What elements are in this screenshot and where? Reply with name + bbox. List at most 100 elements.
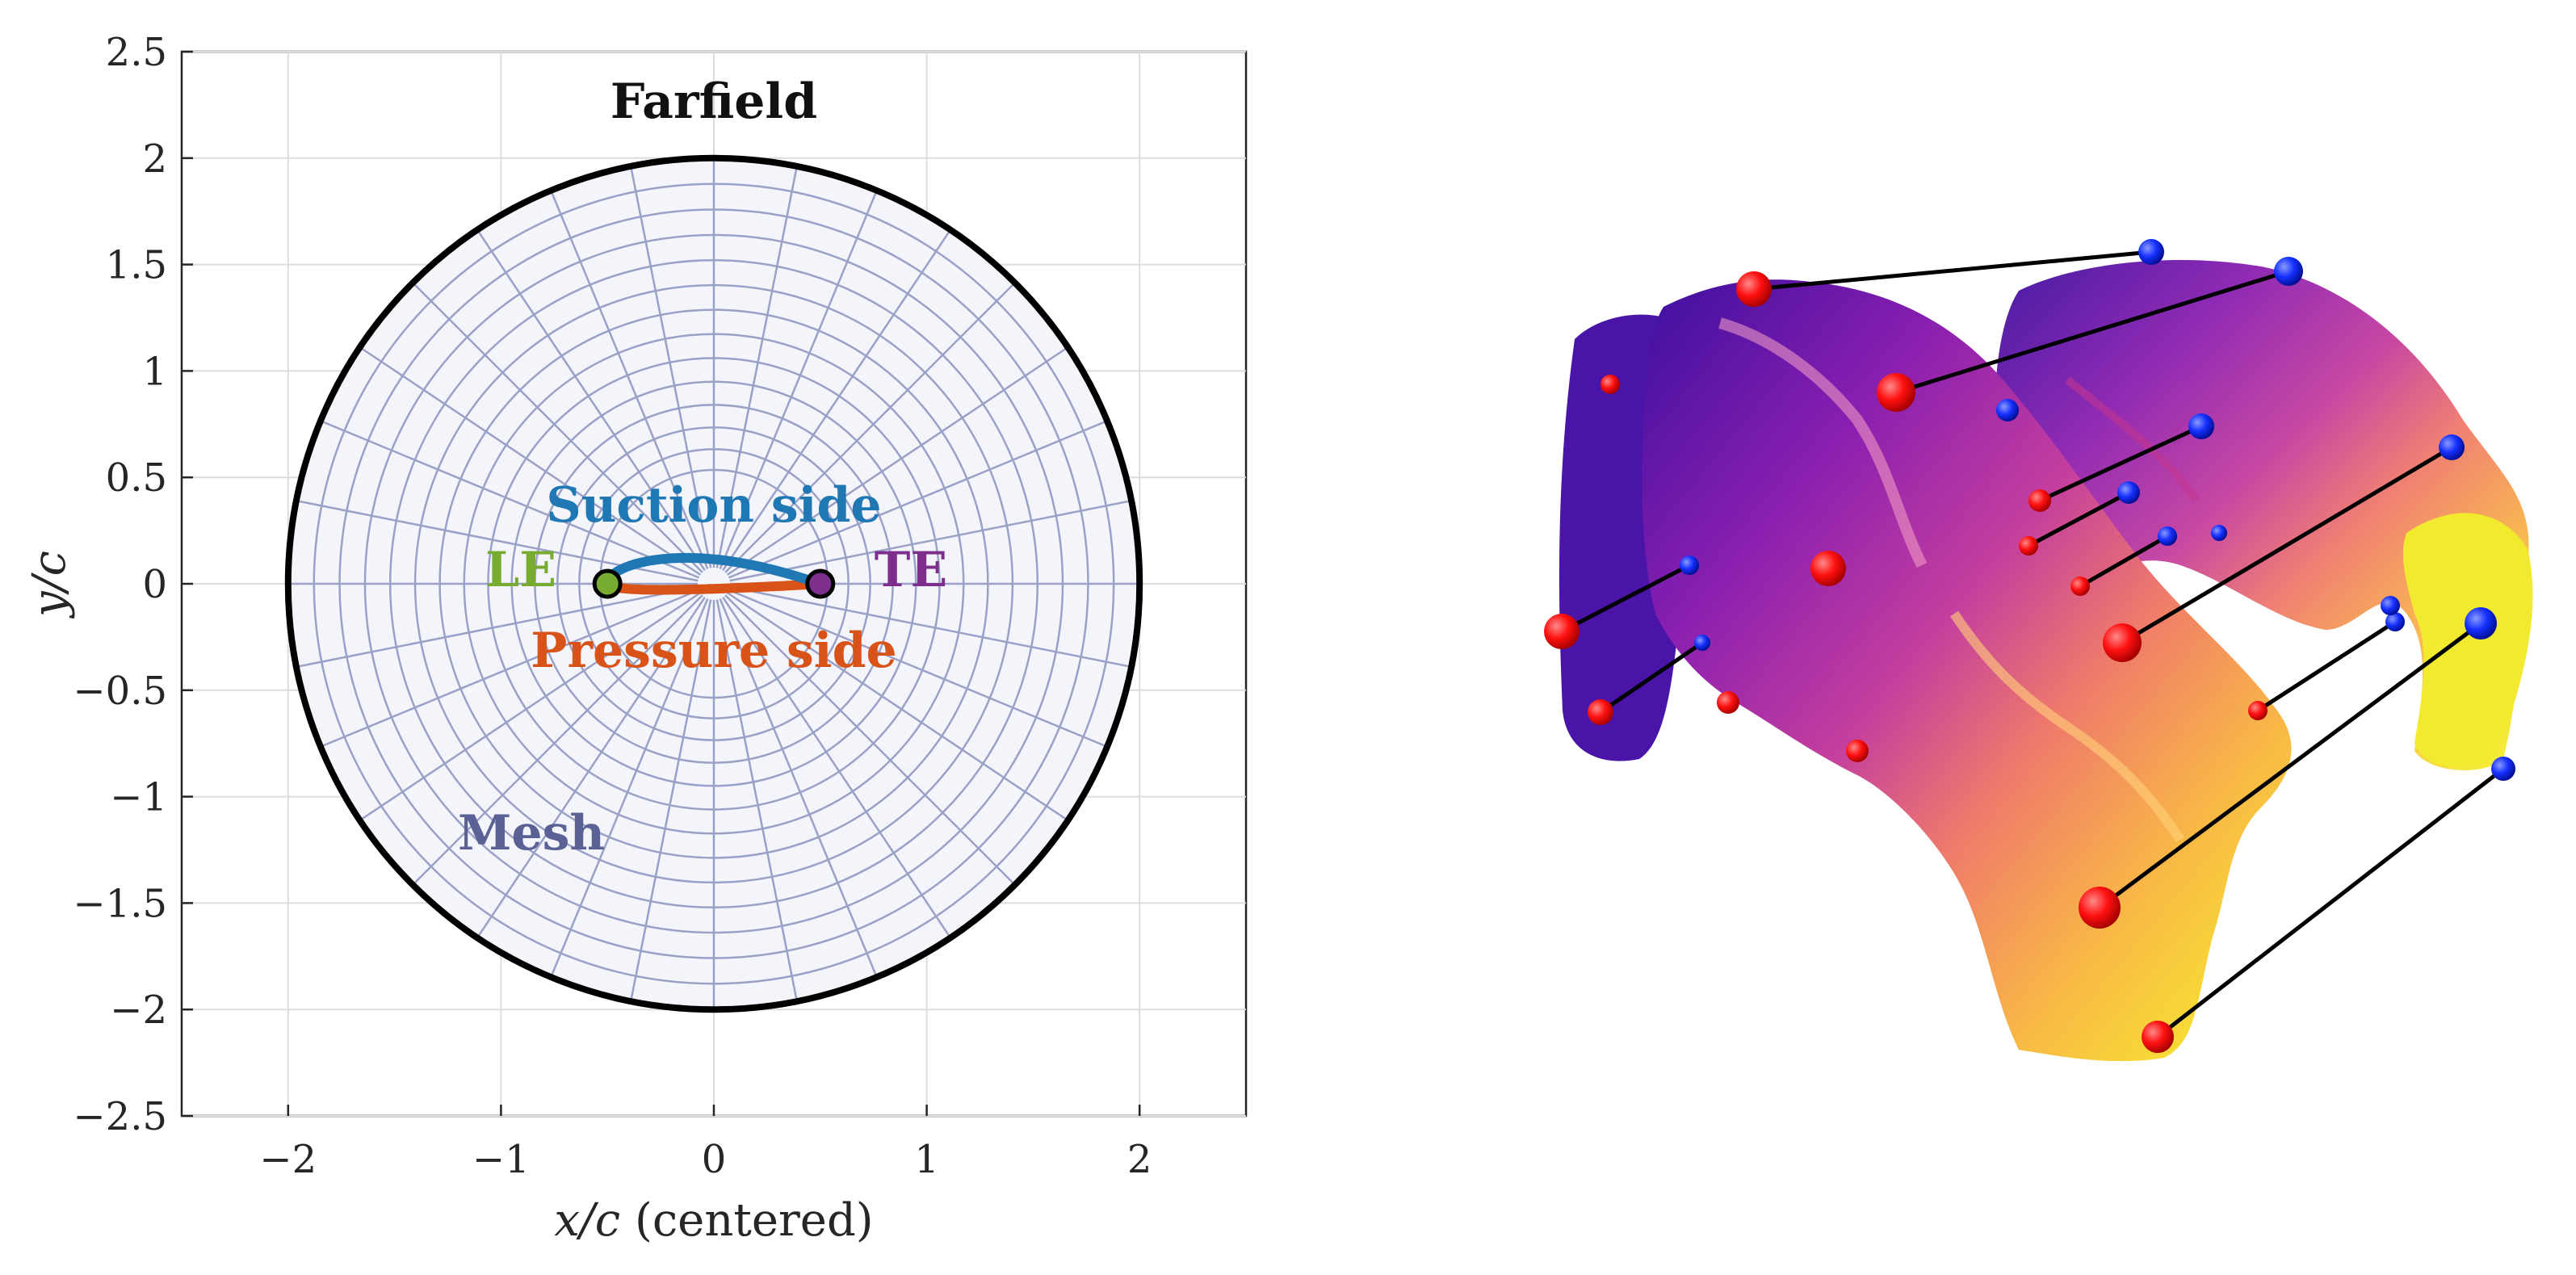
target-point: [2274, 257, 2303, 286]
source-point: [2070, 577, 2090, 596]
correspondence-line: [2027, 490, 2130, 548]
correspondence-line: [1599, 640, 1704, 715]
back-surface-lobe: [1995, 259, 2529, 770]
y-tick-label: −1: [110, 775, 167, 820]
3d-isosurface-rendering: [1544, 239, 2533, 1062]
correspondence-lines: [1560, 250, 2505, 1038]
mesh-label: Mesh: [458, 805, 605, 862]
y-tick-label: 1.5: [106, 243, 167, 288]
mesh-spoke: [320, 420, 700, 579]
mesh-spoke: [728, 420, 1108, 579]
polar-mesh: [287, 157, 1141, 1011]
y-tick-label: 1: [142, 349, 167, 394]
mesh-spoke: [320, 589, 700, 748]
source-point: [2142, 1021, 2174, 1053]
y-axis-ticks: 2.5 2 1.5 1 0.5 0 −0.5 −1 −1.5 −2 −2.5: [73, 30, 193, 1139]
source-point: [1717, 691, 1739, 714]
correspondence-line: [2079, 534, 2169, 589]
target-point: [2439, 434, 2465, 460]
y-tick-label: −2: [110, 988, 167, 1033]
suction-side-curve: [602, 552, 825, 589]
x-tick-label: −2: [259, 1137, 317, 1182]
source-point: [2079, 887, 2121, 929]
x-tick-label: 2: [1127, 1137, 1152, 1182]
mesh-spoke: [722, 596, 951, 939]
mesh-spoke: [726, 592, 1069, 821]
mesh-spoke: [629, 599, 712, 1002]
mesh-spoke: [724, 594, 1016, 886]
y-tick-label: 0.5: [106, 455, 167, 501]
correspondence-line: [1895, 269, 2289, 395]
x-axis-label: x/c (centered): [554, 1194, 873, 1247]
trailing-edge-marker: [805, 568, 836, 599]
mesh-spoke: [726, 346, 1069, 576]
x-tick-label: 0: [702, 1137, 727, 1182]
target-point: [2117, 481, 2140, 504]
surface-ridge: [1718, 317, 1928, 568]
source-point: [2103, 623, 2142, 662]
y-tick-label: 2: [142, 136, 167, 182]
mesh-spoke: [729, 585, 1132, 669]
mesh-spoke: [359, 592, 702, 821]
mesh-spoke: [715, 599, 799, 1002]
target-point: [2381, 596, 2400, 615]
source-point: [1544, 614, 1580, 649]
correspondence-line: [2256, 619, 2397, 713]
target-point: [2465, 607, 2497, 640]
farfield-label: Farfield: [610, 73, 817, 130]
mesh-spoke: [729, 499, 1132, 582]
mesh-spoke: [296, 585, 699, 669]
correspondence-line: [2121, 445, 2453, 645]
y-tick-label: −1.5: [73, 881, 167, 926]
source-point: [1846, 740, 1869, 762]
mesh-spoke: [412, 594, 703, 886]
source-point: [2019, 536, 2038, 556]
target-point: [2188, 413, 2214, 439]
target-point: [1694, 635, 1710, 651]
right-surface-foot: [2402, 513, 2533, 768]
mesh-spoke: [412, 282, 703, 573]
x-tick-label: 1: [914, 1137, 939, 1182]
source-point: [1588, 699, 1613, 725]
x-axis-ticks: −2 −1 0 1 2: [259, 1105, 1152, 1182]
airfoil-domain-plot: −2 −1 0 1 2 2.5 2 1.5 1 0.5 0 −0.5 −1 −1.5 −2 −2.5 Far…: [23, 30, 1248, 1247]
source-point: [2248, 701, 2268, 720]
y-tick-label: −2.5: [73, 1094, 167, 1139]
leading-edge-label: LE: [485, 542, 556, 598]
target-point: [2211, 525, 2227, 541]
surface-ridge: [2064, 376, 2201, 503]
mesh-spoke: [724, 282, 1016, 573]
correspondence-line: [1560, 563, 1691, 634]
farfield-boundary: [284, 154, 1143, 1013]
source-point: [2028, 489, 2051, 512]
correspondence-line: [2098, 621, 2482, 910]
y-tick-label: −0.5: [73, 669, 167, 714]
target-point: [2385, 612, 2405, 631]
source-point: [1877, 373, 1915, 412]
correspondence-line: [2156, 767, 2505, 1038]
mesh-spoke: [476, 229, 706, 572]
target-point: [1680, 556, 1699, 575]
pressure-side-curve: [602, 579, 825, 595]
mesh-spoke: [719, 190, 878, 570]
target-point: [2491, 757, 2515, 781]
source-point: [1601, 375, 1620, 394]
mesh-spoke: [550, 190, 709, 570]
correspondence-points: [1544, 239, 2515, 1053]
surface-ridge: [1950, 610, 2184, 843]
source-point: [1736, 271, 1772, 307]
target-point: [1996, 399, 2019, 422]
mesh-spoke: [550, 598, 709, 978]
trailing-edge-label: TE: [875, 542, 947, 598]
mesh-spoke: [719, 598, 878, 978]
target-point: [2138, 239, 2164, 265]
x-tick-label: −1: [472, 1137, 530, 1182]
source-point: [1810, 551, 1846, 586]
mesh-spoke: [359, 346, 702, 576]
pressure-side-label: Pressure side: [531, 623, 896, 679]
y-axis-label: y/c: [23, 551, 76, 619]
target-point: [2158, 526, 2177, 546]
correspondence-line: [2038, 424, 2203, 503]
mesh-spoke: [722, 229, 951, 572]
correspondence-line: [1753, 250, 2152, 291]
